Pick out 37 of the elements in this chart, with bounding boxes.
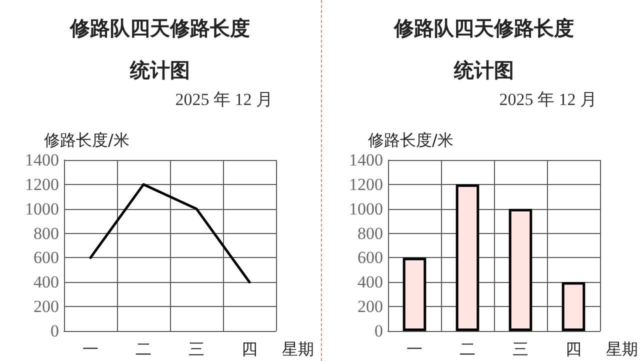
- chart-subtitle: 2025 年 12 月: [499, 90, 597, 109]
- x-tick-label: 四: [242, 340, 258, 358]
- x-tick-label: 一: [82, 340, 98, 358]
- y-tick-label: 600: [358, 248, 383, 268]
- x-axis-title: 星期: [606, 340, 638, 358]
- y-tick-label: 1400: [349, 150, 383, 170]
- bar: [402, 258, 426, 331]
- y-tick-label: 600: [34, 248, 59, 268]
- y-tick-label: 800: [34, 224, 59, 243]
- bar: [562, 282, 586, 331]
- y-axis-title: 修路长度/米: [44, 130, 130, 150]
- y-tick-label: 400: [34, 272, 59, 292]
- chart-subtitle: 2025 年 12 月: [175, 90, 273, 109]
- x-tick-label: 一: [406, 340, 422, 358]
- line-series: [89, 183, 251, 284]
- x-tick-label: 二: [136, 340, 152, 358]
- bar: [508, 208, 532, 331]
- bar: [456, 184, 480, 331]
- y-tick-label: 1000: [25, 199, 59, 218]
- y-tick-label: 800: [358, 224, 383, 243]
- y-tick-label: 400: [358, 272, 383, 292]
- y-tick-label: 200: [358, 297, 383, 316]
- y-tick-label: 1200: [25, 174, 59, 194]
- x-axis-title: 星期: [282, 340, 314, 358]
- y-tick-label: 1000: [349, 199, 383, 218]
- chart-title: 修路队四天修路长度统计图: [393, 16, 574, 82]
- y-axis-title: 修路长度/米: [368, 130, 454, 150]
- x-tick-label: 三: [512, 340, 528, 358]
- chart-title: 修路队四天修路长度统计图: [69, 16, 250, 82]
- y-tick-label: 1400: [25, 150, 59, 170]
- x-tick-label: 二: [460, 340, 476, 358]
- y-tick-label: 1200: [349, 174, 383, 194]
- x-tick-label: 四: [566, 340, 582, 358]
- x-tick-label: 三: [188, 340, 204, 358]
- y-tick-label: 0: [50, 322, 59, 340]
- y-tick-label: 0: [374, 322, 383, 340]
- y-tick-label: 200: [34, 297, 59, 316]
